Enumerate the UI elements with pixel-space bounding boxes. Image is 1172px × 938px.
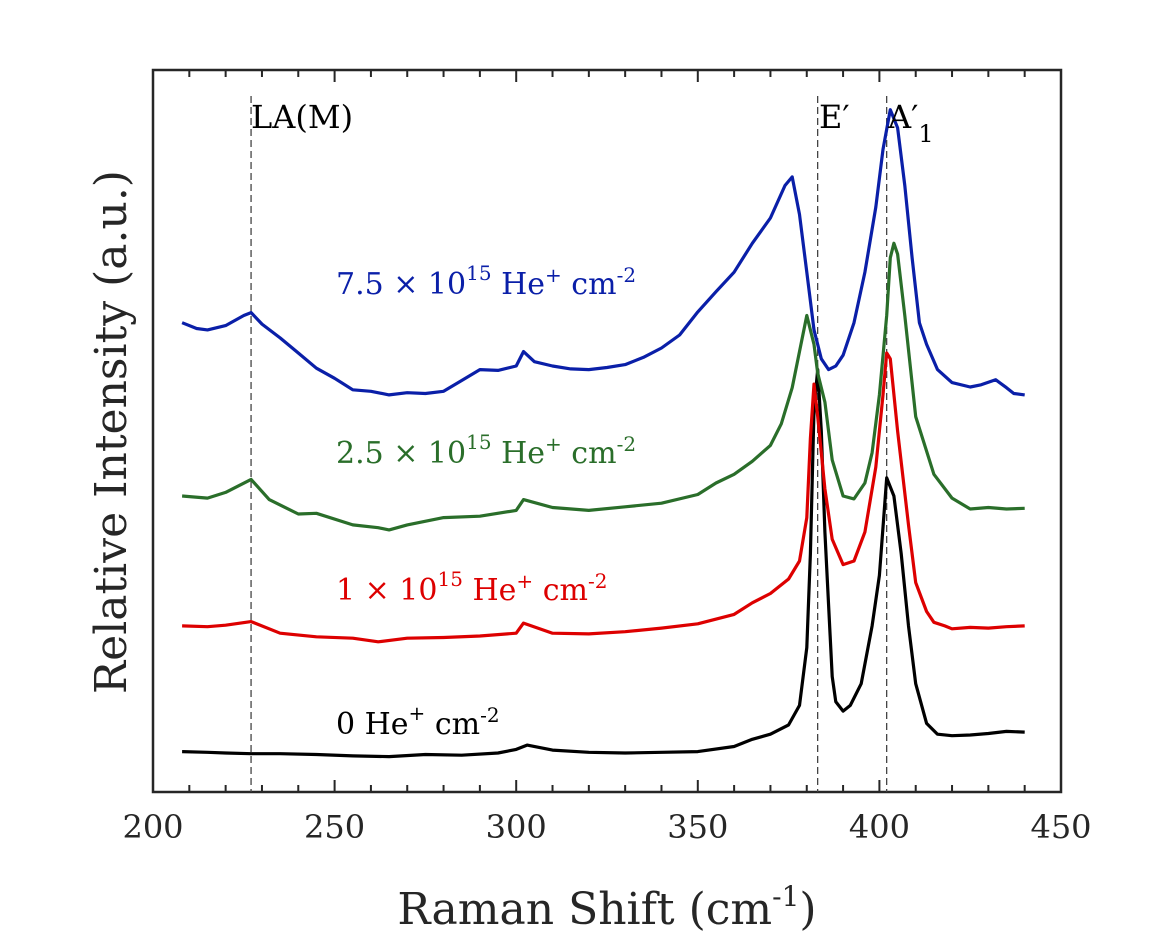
series-lines	[181, 108, 1025, 759]
label-part: 2.5 × 10	[336, 436, 466, 471]
peak-label-e-prime: E′	[819, 98, 850, 136]
tick-marks	[152, 70, 1062, 792]
x-tick-labels: 200 250 300 350 400 450	[122, 808, 1091, 846]
x-tick-label: 400	[849, 808, 910, 846]
label-sup: -2	[480, 703, 499, 727]
label-part: He	[463, 573, 516, 608]
label-part: 7.5 × 10	[336, 267, 466, 302]
label-sup: +	[409, 701, 426, 725]
x-axis-title-sup: -1	[772, 880, 799, 913]
x-tick-label: 300	[486, 808, 547, 846]
x-axis-title: Raman Shift (cm-1)	[397, 880, 816, 935]
label-part: cm	[562, 436, 617, 471]
series-line-2	[181, 241, 1025, 532]
x-tick-label: 250	[304, 808, 365, 846]
label-part: cm	[562, 267, 617, 302]
series-label-0: 0 He+ cm-2	[336, 701, 500, 742]
label-sup: 15	[437, 567, 462, 591]
series-label-7-5e15: 7.5 × 1015 He+ cm-2	[336, 261, 636, 302]
label-part: 1 × 10	[336, 573, 437, 608]
x-tick-label: 350	[667, 808, 728, 846]
label-sup: -2	[588, 569, 607, 593]
reference-lines	[250, 96, 888, 792]
series-line-1	[182, 351, 1025, 644]
series-label-2-5e15: 2.5 × 1015 He+ cm-2	[336, 430, 636, 471]
x-axis-title-end: )	[799, 884, 816, 935]
label-part: cm	[533, 573, 588, 608]
label-sup: +	[545, 432, 562, 456]
plot-frame	[151, 68, 1063, 794]
x-tick-label: 450	[1030, 808, 1091, 846]
label-part: cm	[425, 707, 480, 742]
x-tick-label: 200	[122, 808, 183, 846]
y-axis-title: Relative Intensity (a.u.)	[86, 170, 137, 694]
peak-label-a1-prime: A′1	[887, 98, 934, 148]
label-sup: -2	[617, 432, 636, 456]
series-line-3	[181, 108, 1025, 397]
peak-label-la-m: LA(M)	[251, 98, 353, 136]
x-axis-title-text: Raman Shift (cm	[397, 884, 772, 935]
series-line-0	[182, 368, 1025, 759]
label-sup: -2	[617, 263, 636, 287]
label-sup: 15	[466, 261, 491, 285]
label-part: 0 He	[336, 707, 409, 742]
label-sup: +	[545, 263, 562, 287]
peak-label-a1-sub: 1	[918, 120, 933, 148]
label-part: He	[492, 267, 545, 302]
label-sup: +	[516, 569, 533, 593]
label-sup: 15	[466, 430, 491, 454]
label-part: He	[492, 436, 545, 471]
peak-label-a1-main: A′	[887, 98, 918, 136]
series-label-1e15: 1 × 1015 He+ cm-2	[336, 567, 607, 608]
